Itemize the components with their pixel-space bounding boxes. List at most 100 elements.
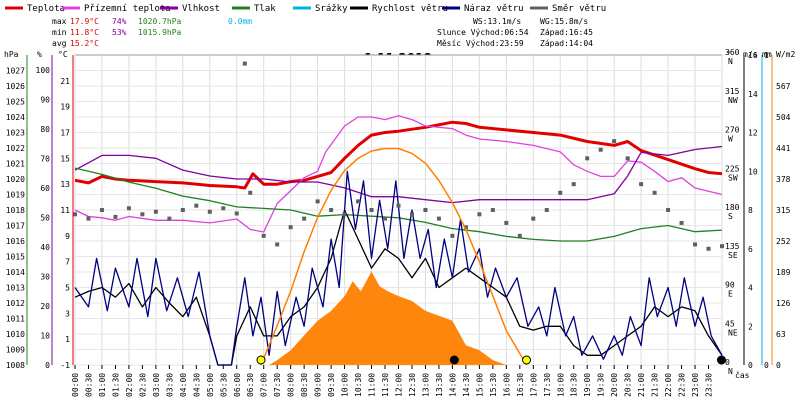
x-tick-label: 18:00 <box>556 373 565 397</box>
stat-max-label: max <box>52 17 67 26</box>
wind-dir-point <box>436 216 441 221</box>
tick-label-temp: 11 <box>60 206 70 215</box>
tick-label-ms: 0 <box>748 361 753 370</box>
stat-max-temp: 17.9°C <box>70 17 99 26</box>
stat-max-rain: 0.0mm <box>228 17 252 26</box>
x-tick-label: 10:00 <box>341 373 350 397</box>
tick-label-dir: 135 <box>725 242 740 251</box>
x-tick-label: 09:00 <box>314 373 323 397</box>
wind-dir-point <box>585 156 590 161</box>
wind-dir-point <box>490 208 495 212</box>
stat-max-hum: 74% <box>112 17 127 26</box>
tick-label-hpa: 1022 <box>6 144 25 153</box>
tick-label-dir-name: W <box>728 135 733 144</box>
stat-avg-label: avg <box>52 39 67 48</box>
tick-label-dir-name: NE <box>728 328 738 337</box>
stat-min-press: 1015.9hPa <box>138 28 182 37</box>
tick-label-dir-name: SW <box>728 173 738 182</box>
wind-dir-point <box>99 208 104 212</box>
x-tick-label: 01:30 <box>111 373 120 397</box>
wind-dir-point <box>248 190 253 195</box>
tick-label-pct: 80 <box>40 125 50 134</box>
tick-label-wm2: 378 <box>776 175 791 184</box>
tick-label-wm2: 315 <box>776 206 791 215</box>
tick-label-dir: 0 <box>725 358 730 367</box>
wind-dir-point <box>463 225 468 230</box>
tick-label-temp: 3 <box>65 309 70 318</box>
series-line-teoretick-z-en- <box>260 147 528 366</box>
tick-label-temp: 21 <box>60 77 70 86</box>
x-tick-label: 08:30 <box>300 373 309 397</box>
wind-dir-point <box>450 233 455 238</box>
x-tick-label: 23:30 <box>705 373 714 397</box>
series-area-slune-n-z-en- <box>269 271 507 365</box>
x-tick-label: 04:00 <box>179 373 188 397</box>
stats-block: max 17.9°C 74% 1020.7hPa 0.0mm min 11.8°… <box>52 17 252 48</box>
x-tick-label: 17:00 <box>529 373 538 397</box>
tick-label-dir-name: S <box>728 212 733 221</box>
x-tick-label: 06:30 <box>246 373 255 397</box>
series-line-teplota <box>74 120 723 190</box>
wind-dir-point <box>679 220 684 225</box>
axis-units: hPa% °C ° m/s mm W/m2 <box>4 50 795 59</box>
wind-dir-point <box>242 61 247 66</box>
tick-label-hpa: 1009 <box>6 346 25 355</box>
tick-label-ms: 2 <box>748 322 753 331</box>
x-tick-label: 23:00 <box>691 373 700 397</box>
x-tick-label: 16:30 <box>516 373 525 397</box>
tick-label-ms: 6 <box>748 245 753 254</box>
stat-min-temp: 11.8°C <box>70 28 99 37</box>
x-tick-label: 03:00 <box>152 373 161 397</box>
info-wg: WG:15.8m/s <box>540 17 588 26</box>
info-moon-set: Západ:14:04 <box>540 39 593 48</box>
legend-label: Vlhkost <box>182 4 220 14</box>
legend-label: Srážky <box>315 4 348 14</box>
wind-dir-point <box>356 199 361 204</box>
wind-dir-point <box>221 206 226 211</box>
tick-label-ms: 14 <box>748 90 758 99</box>
x-tick-label: 20:00 <box>610 373 619 397</box>
tick-label-ms: 8 <box>748 206 753 215</box>
tick-label-temp: -1 <box>60 361 70 370</box>
tick-label-pct: 50 <box>40 213 50 222</box>
tick-label-dir-name: NW <box>728 96 738 105</box>
tick-label-wm2: 0 <box>776 361 781 370</box>
wind-dir-point <box>329 208 334 212</box>
wind-dir-point <box>140 212 145 217</box>
x-tick-label: 00:00 <box>71 373 80 397</box>
wind-dir-point <box>693 242 698 247</box>
x-tick-label: 14:30 <box>462 373 471 397</box>
x-tick-label: 21:30 <box>651 373 660 397</box>
tick-label-temp: 1 <box>65 335 70 344</box>
left-axes: 1008100910101011101210131014101510161017… <box>6 55 74 370</box>
x-tick-label: 01:00 <box>98 373 107 397</box>
tick-label-ms: 12 <box>748 129 758 138</box>
tick-label-hpa: 1010 <box>6 330 25 339</box>
x-tick-label: 04:30 <box>192 373 201 397</box>
axis-unit-wm2: W/m2 <box>776 50 795 59</box>
tick-label-wm2: 252 <box>776 237 791 246</box>
x-tick-label: 05:00 <box>206 373 215 397</box>
x-tick-label: 12:00 <box>395 373 404 397</box>
x-tick-label: 03:30 <box>165 373 174 397</box>
wind-dir-point <box>720 244 724 249</box>
wind-dir-point <box>86 216 91 221</box>
wind-dir-point <box>544 208 549 212</box>
x-tick-label: 09:30 <box>327 373 336 397</box>
wind-dir-point <box>315 199 320 204</box>
wind-dir-point <box>275 242 280 247</box>
wind-dir-point <box>666 208 671 212</box>
x-tick-label: 12:30 <box>408 373 417 397</box>
tick-label-wm2: 63 <box>776 330 786 339</box>
tick-label-hpa: 1011 <box>6 315 25 324</box>
tick-label-dir-name: N <box>728 367 733 376</box>
wind-dir-point <box>234 211 239 216</box>
axis-unit-ms: m/s <box>743 50 758 59</box>
tick-label-wm2: 189 <box>776 268 791 277</box>
wind-dir-point <box>409 212 414 217</box>
legend-label: Teplota <box>27 4 65 14</box>
tick-label-dir-name: SE <box>728 251 738 260</box>
wind-dir-point <box>598 147 603 152</box>
info-block: WS:13.1m/s WG:15.8m/s Slunce Východ:06:5… <box>437 17 593 48</box>
legend-label: Rychlost větru <box>372 4 448 14</box>
